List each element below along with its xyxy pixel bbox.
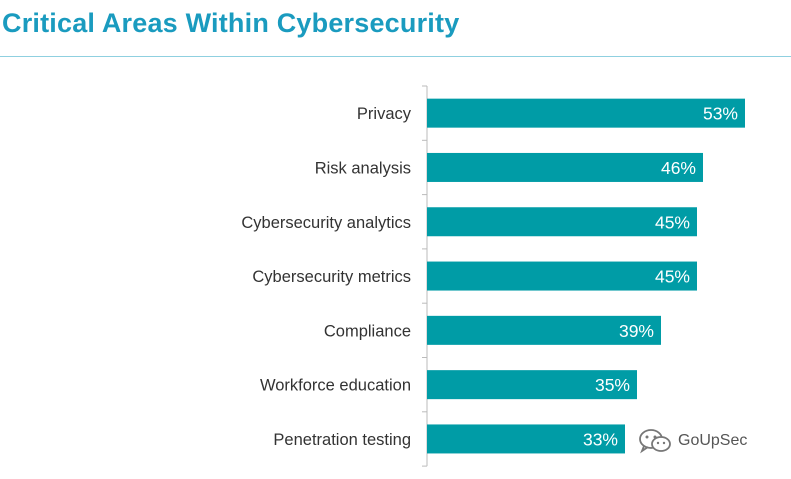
title-divider xyxy=(0,56,791,57)
category-label: Risk analysis xyxy=(315,159,411,177)
value-label: 53% xyxy=(703,104,738,124)
bar xyxy=(427,98,745,128)
category-label: Cybersecurity metrics xyxy=(252,268,411,286)
value-label: 45% xyxy=(655,267,690,287)
category-label: Workforce education xyxy=(260,377,411,395)
wechat-icon xyxy=(639,429,671,454)
value-label: 35% xyxy=(595,375,630,395)
bar xyxy=(427,424,625,454)
value-label: 39% xyxy=(619,321,654,341)
category-label: Cybersecurity analytics xyxy=(241,214,411,232)
bar xyxy=(427,207,697,237)
category-label: Privacy xyxy=(357,105,412,123)
bar xyxy=(427,261,697,291)
bar xyxy=(427,370,637,400)
value-label: 33% xyxy=(583,429,618,449)
bar xyxy=(427,152,703,182)
bar xyxy=(427,315,661,345)
value-label: 46% xyxy=(661,158,696,178)
chart-title: Critical Areas Within Cybersecurity xyxy=(2,8,460,38)
watermark-text: GoUpSec xyxy=(678,432,748,449)
value-label: 45% xyxy=(655,212,690,232)
category-label: Penetration testing xyxy=(273,431,411,449)
category-label: Compliance xyxy=(324,322,411,340)
watermark: GoUpSec xyxy=(638,428,747,454)
